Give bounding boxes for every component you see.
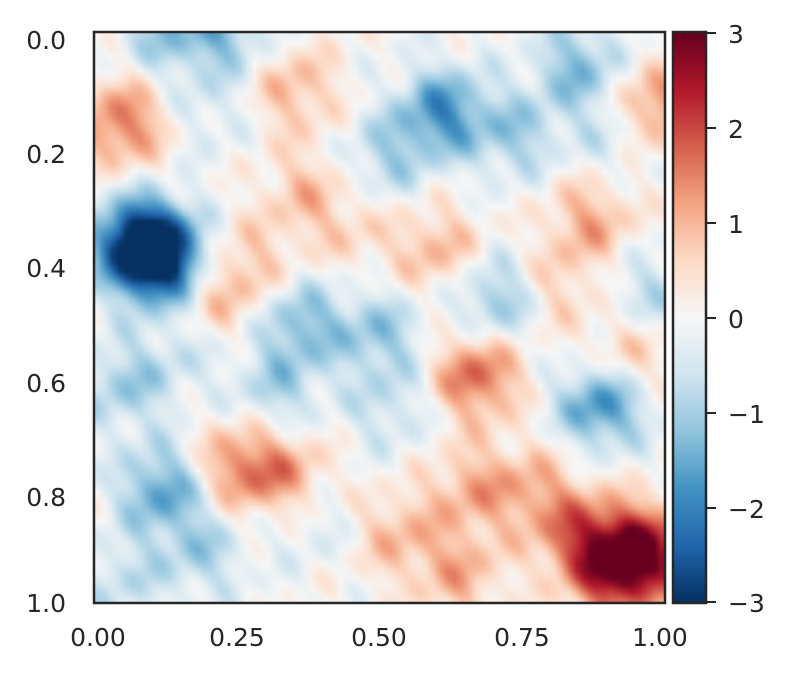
x-tick-label: 0.00 xyxy=(70,623,126,652)
colorbar-axis: 3 2 1 0 −1 −2 −3 xyxy=(706,20,765,618)
colorbar-tick-label: −3 xyxy=(728,589,765,618)
y-axis: 0.0 0.2 0.4 0.6 0.8 1.0 xyxy=(26,26,66,618)
x-tick-label: 0.50 xyxy=(351,623,407,652)
heatmap-frame xyxy=(92,30,667,605)
y-tick-label: 0.0 xyxy=(26,26,66,55)
x-axis: 0.00 0.25 0.50 0.75 1.00 xyxy=(70,623,688,652)
colorbar-gradient xyxy=(673,32,706,603)
y-tick-label: 0.8 xyxy=(26,483,66,512)
x-tick-label: 0.75 xyxy=(494,623,550,652)
heatmap-image xyxy=(94,32,665,603)
y-tick-label: 0.6 xyxy=(26,369,66,398)
x-tick-label: 1.00 xyxy=(632,623,688,652)
y-tick-label: 0.4 xyxy=(26,254,66,283)
y-tick-label: 1.0 xyxy=(26,589,66,618)
colorbar-tick-label: 3 xyxy=(728,20,744,49)
colorbar-frame xyxy=(671,30,708,605)
colorbar-tick-label: 1 xyxy=(728,210,744,239)
colorbar-tick-label: −2 xyxy=(728,495,765,524)
colorbar-tick-label: 2 xyxy=(728,115,744,144)
colorbar-tick-label: 0 xyxy=(728,305,744,334)
x-tick-label: 0.25 xyxy=(209,623,265,652)
colorbar-tick-label: −1 xyxy=(728,400,765,429)
y-tick-label: 0.2 xyxy=(26,140,66,169)
